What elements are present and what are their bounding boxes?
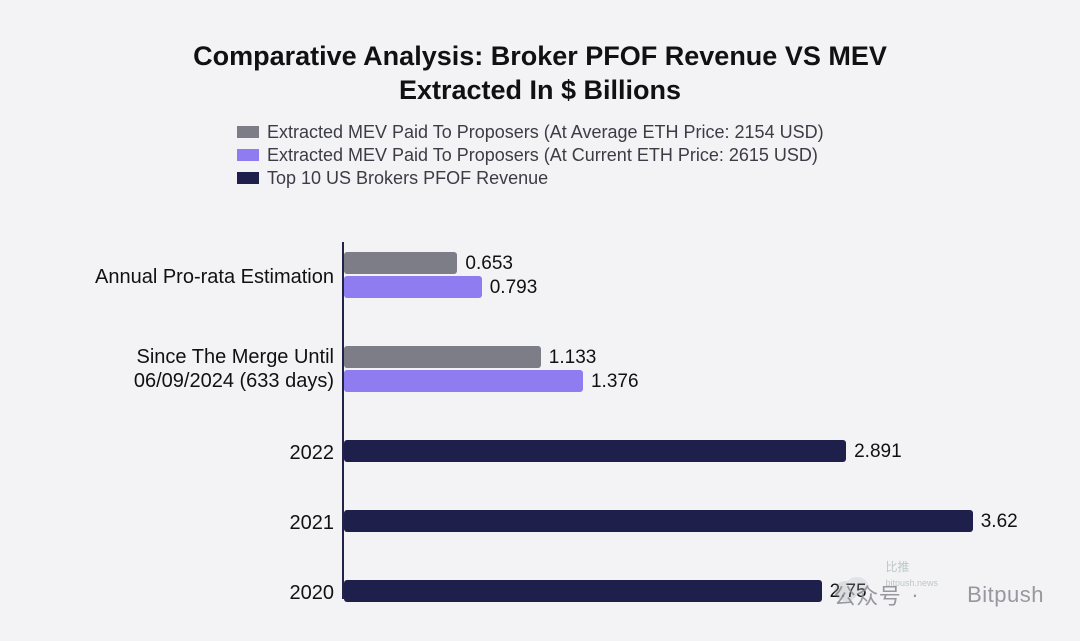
bar: [344, 252, 457, 274]
watermark: 公众号 · Bitpush: [834, 579, 1044, 611]
category-label: Since The Merge Until06/09/2024 (633 day…: [52, 345, 334, 393]
bar: [344, 346, 541, 368]
value-label: 2.891: [854, 441, 902, 463]
category-label: 2021: [52, 511, 334, 535]
legend-label: Extracted MEV Paid To Proposers (At Curr…: [267, 145, 818, 166]
bar: [344, 580, 822, 602]
legend-swatch: [237, 172, 259, 184]
watermark-sep: ·: [911, 582, 919, 608]
legend-swatch: [237, 149, 259, 161]
bar: [344, 440, 846, 462]
legend: Extracted MEV Paid To Proposers (At Aver…: [237, 122, 1068, 189]
category-label: Annual Pro-rata Estimation: [52, 265, 334, 289]
value-label: 1.376: [591, 371, 639, 393]
category-label: 2022: [52, 441, 334, 465]
bird-icon: [929, 584, 957, 606]
value-label: 0.793: [490, 277, 538, 299]
value-label: 3.62: [981, 511, 1018, 533]
legend-item: Extracted MEV Paid To Proposers (At Aver…: [237, 122, 1068, 143]
legend-item: Extracted MEV Paid To Proposers (At Curr…: [237, 145, 1068, 166]
chart-card: Comparative Analysis: Broker PFOF Revenu…: [12, 12, 1068, 629]
watermark-sub: 公众号: [834, 579, 902, 611]
value-label: 1.133: [549, 347, 597, 369]
chart-title: Comparative Analysis: Broker PFOF Revenu…: [12, 12, 1068, 108]
title-line-1: Comparative Analysis: Broker PFOF Revenu…: [12, 40, 1068, 74]
bar-chart: Annual Pro-rata Estimation 0.6530.793 Sinc…: [52, 242, 1028, 599]
legend-swatch: [237, 126, 259, 138]
watermark-main: Bitpush: [967, 582, 1044, 608]
value-label: 0.653: [465, 253, 513, 275]
bar: [344, 276, 482, 298]
category-label: 2020: [52, 581, 334, 605]
legend-label: Extracted MEV Paid To Proposers (At Aver…: [267, 122, 824, 143]
bar: [344, 370, 583, 392]
bar: [344, 510, 973, 532]
title-line-2: Extracted In $ Billions: [12, 74, 1068, 108]
legend-label: Top 10 US Brokers PFOF Revenue: [267, 168, 548, 189]
legend-item: Top 10 US Brokers PFOF Revenue: [237, 168, 1068, 189]
